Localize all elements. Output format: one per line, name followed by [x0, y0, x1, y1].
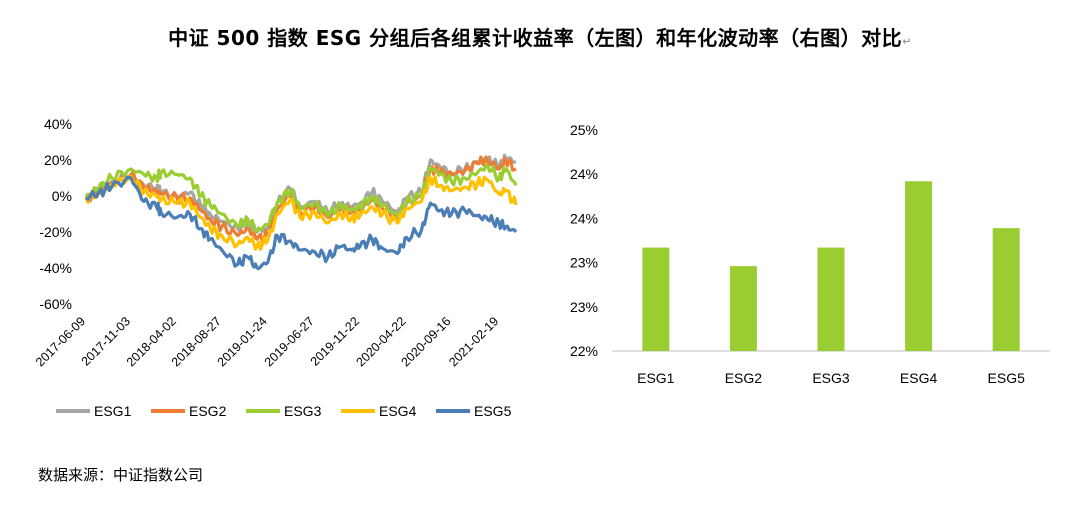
cumulative-return-line-chart: 40%20%0%-20%-40%-60%2017-06-092017-11-03… — [33, 116, 518, 419]
right-y-tick-label: 25% — [570, 122, 598, 138]
left-y-tick-label: -60% — [39, 296, 72, 312]
left-y-tick-label: 20% — [44, 152, 72, 168]
bar-esg4 — [905, 181, 933, 351]
annualized-volatility-bar-chart: 22% 23% 23% 24% 24% 25% ESG1 ESG2 ESG3 ESG4 ESG5 — [570, 122, 1050, 386]
legend-label-esg3: ESG3 — [284, 403, 322, 419]
right-y-tick-label: 24% — [570, 166, 598, 182]
figure-title-text: 中证 500 指数 ESG 分组后各组累计收益率（左图）和年化波动率（右图）对比 — [168, 26, 903, 50]
data-source-note: 数据来源：中证指数公司 — [38, 466, 204, 484]
right-y-tick-label: 24% — [570, 210, 598, 226]
left-y-tick-label: -40% — [39, 260, 72, 276]
right-x-tick-label: ESG1 — [637, 370, 675, 386]
series-line-esg3 — [84, 163, 518, 233]
figure-title: 中证 500 指数 ESG 分组后各组累计收益率（左图）和年化波动率（右图）对比… — [0, 22, 1080, 51]
bar-esg3 — [817, 247, 845, 351]
right-x-tick-label: ESG5 — [988, 370, 1026, 386]
return-mark: ↵ — [902, 35, 912, 48]
bar-esg5 — [992, 228, 1020, 351]
legend-label-esg2: ESG2 — [189, 403, 227, 419]
legend-label-esg4: ESG4 — [379, 403, 417, 419]
legend-label-esg5: ESG5 — [474, 403, 512, 419]
right-x-tick-label: ESG4 — [900, 370, 938, 386]
right-y-tick-label: 22% — [570, 343, 598, 359]
right-x-tick-label: ESG3 — [812, 370, 850, 386]
right-y-tick-label: 23% — [570, 299, 598, 315]
bar-esg2 — [729, 266, 757, 351]
bar-esg1 — [642, 247, 670, 351]
left-y-tick-label: 0% — [52, 188, 72, 204]
right-y-tick-label: 23% — [570, 255, 598, 271]
series-line-esg4 — [84, 174, 518, 251]
left-y-tick-label: 40% — [44, 116, 72, 132]
right-x-tick-label: ESG2 — [725, 370, 763, 386]
left-y-tick-label: -20% — [39, 224, 72, 240]
series-line-esg5 — [85, 175, 518, 271]
legend-label-esg1: ESG1 — [94, 403, 132, 419]
